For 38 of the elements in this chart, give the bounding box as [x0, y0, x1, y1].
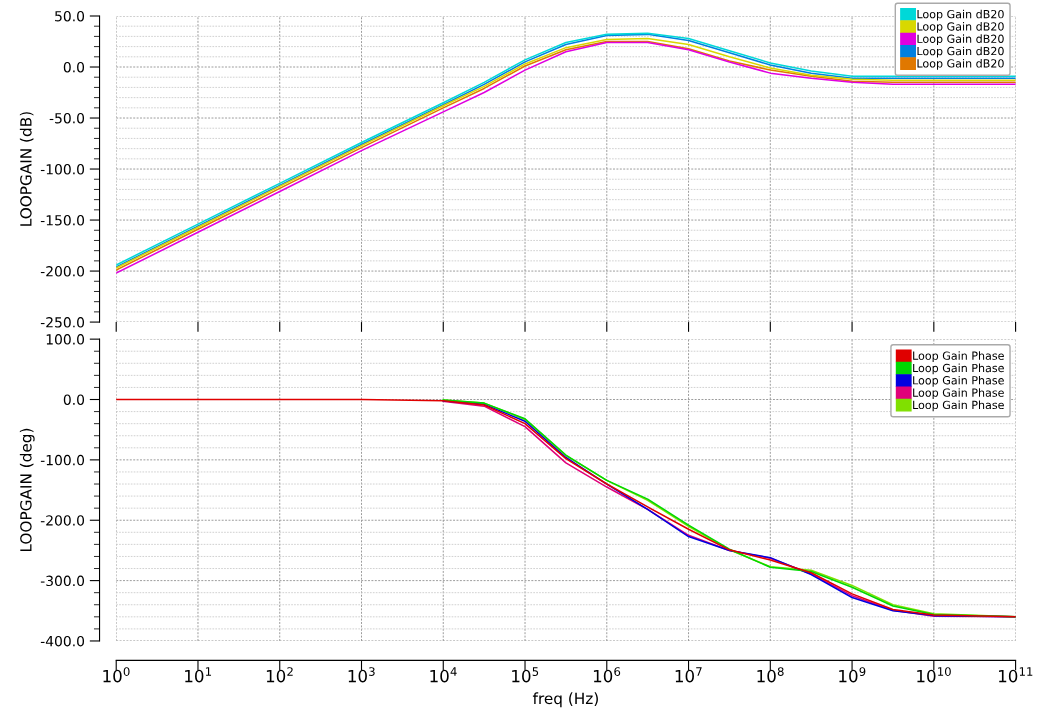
y-tick-label: -200.0 [40, 515, 85, 526]
x-tick-label: 10$^{9}$ [839, 667, 866, 683]
y-tick-label: -250.0 [40, 317, 85, 328]
legend-label: Loop Gain dB20 [917, 34, 1004, 46]
y-tick-label: 100.0 [46, 334, 85, 345]
legend-label: Loop Gain dB20 [917, 46, 1004, 58]
legend-label: Loop Gain dB20 [917, 22, 1004, 33]
y-tick-label: -50.0 [49, 112, 85, 124]
y-tick-label: 50.0 [55, 10, 85, 22]
x-tick-label: 10$^{1}$ [185, 667, 212, 683]
y-axis-title: LOOPGAIN (dB) [19, 112, 34, 226]
legend-label: Loop Gain Phase [913, 363, 1004, 375]
legend-label: Loop Gain Phase [913, 351, 1004, 363]
y-tick-label: -150.0 [40, 215, 85, 226]
legend-label: Loop Gain Phase [913, 388, 1004, 399]
x-tick-label: 10$^{11}$ [999, 667, 1033, 683]
x-tick-label: 10$^{3}$ [348, 667, 375, 683]
x-tick-label: 10$^{4}$ [430, 667, 457, 683]
legend-label: Loop Gain dB20 [917, 9, 1004, 21]
x-tick-label: 10$^{0}$ [103, 667, 130, 683]
x-tick-label: 10$^{7}$ [675, 667, 702, 683]
y-tick-label: 0.0 [63, 61, 85, 73]
x-tick-label: 10$^{10}$ [917, 667, 951, 683]
y-tick-label: 0.0 [63, 394, 85, 405]
y-tick-label: -200.0 [40, 266, 85, 277]
x-tick-label: 10$^{6}$ [593, 667, 621, 683]
x-tick-label: 10$^{5}$ [512, 667, 539, 683]
x-tick-label: 10$^{8}$ [757, 667, 784, 683]
x-axis-title: freq (Hz) [532, 692, 598, 708]
legend-label: Loop Gain Phase [913, 375, 1004, 387]
y-tick-label: -300.0 [40, 575, 85, 587]
y-tick-label: -100.0 [40, 454, 85, 466]
y-axis-title: LOOPGAIN (deg) [19, 428, 35, 552]
legend-label: Loop Gain dB20 [917, 58, 1004, 70]
legend-label: Loop Gain Phase [913, 400, 1004, 412]
y-tick-label: -100.0 [40, 164, 85, 175]
x-tick-label: 10$^{2}$ [266, 667, 293, 683]
y-tick-label: -400.0 [40, 635, 85, 647]
